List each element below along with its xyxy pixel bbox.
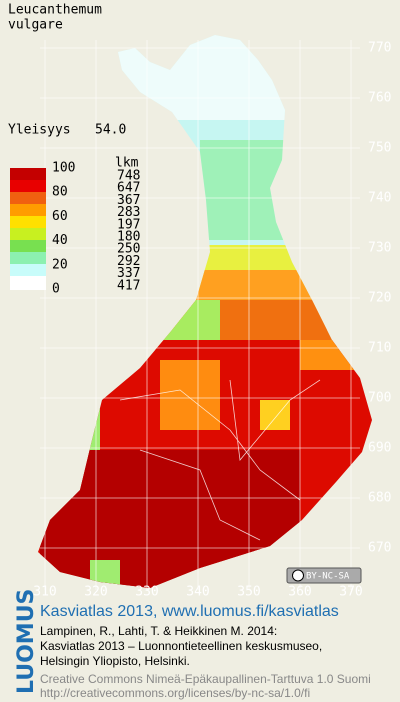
legend: 100 80 60 40 20 0 7486473672831971802502923374… — [52, 161, 140, 297]
grid — [40, 40, 360, 590]
x-axis-label: 370 — [339, 585, 362, 600]
y-axis-label: 760 — [368, 91, 391, 106]
y-axis-label: 670 — [368, 541, 391, 556]
y-axis-label: 680 — [368, 491, 391, 506]
species-name: Leucanthemum — [8, 3, 102, 18]
credits: Lampinen, R., Lahti, T. & Heikkinen M. 2… — [40, 624, 371, 700]
legend-colors — [10, 168, 46, 290]
x-axis-label: 340 — [186, 585, 209, 600]
y-axis-label: 720 — [368, 291, 391, 306]
legend-count-header: lkm — [115, 156, 139, 171]
citation-line: Helsingin Yliopisto, Helsinki. — [40, 654, 190, 668]
legend-count: 180 — [117, 230, 140, 245]
legend-count: 748 — [117, 169, 140, 184]
y-axis-label: 730 — [368, 241, 391, 256]
y-axis-label: 740 — [368, 191, 391, 206]
x-axis-label: 310 — [33, 585, 56, 600]
legend-count: 292 — [117, 254, 140, 269]
frequency-value: 54.0 — [95, 123, 126, 138]
legend-scale-label: 0 — [52, 282, 60, 297]
legend-count: 367 — [117, 193, 140, 208]
y-axis-label: 770 — [368, 41, 391, 56]
license-line: http://creativecommons.org/licenses/by-n… — [40, 686, 310, 700]
legend-count: 337 — [117, 266, 140, 281]
legend-scale-label: 20 — [52, 257, 68, 272]
link[interactable]: Kasviatlas 2013, www.luomus.fi/kasviatla… — [40, 603, 339, 620]
legend-scale-label: 100 — [52, 161, 75, 176]
license-badge: BY-NC-SA — [286, 567, 362, 584]
x-axis-label: 330 — [135, 585, 158, 600]
y-axis-label: 700 — [368, 391, 391, 406]
license-line: Creative Commons Nimeä-Epäkaupallinen-Ta… — [40, 672, 371, 686]
frequency-label: Yleisyys — [8, 123, 71, 138]
legend-count: 197 — [117, 217, 140, 232]
legend-scale-label: 40 — [52, 233, 68, 248]
species-name: vulgare — [8, 18, 63, 33]
legend-count: 647 — [117, 181, 140, 196]
legend-scale-label: 60 — [52, 209, 68, 224]
x-axis-label: 320 — [84, 585, 107, 600]
y-axis-label: 710 — [368, 341, 391, 356]
citation-line: Kasviatlas 2013 – Luonnontieteellinen ke… — [40, 639, 322, 653]
y-axis-label: 750 — [368, 141, 391, 156]
legend-count: 250 — [117, 242, 140, 257]
species-title: Leucanthemum vulgare — [8, 3, 102, 33]
x-axis-label: 350 — [237, 585, 260, 600]
legend-count: 417 — [117, 278, 140, 293]
citation-line: Lampinen, R., Lahti, T. & Heikkinen M. 2… — [40, 624, 277, 638]
legend-count: 283 — [117, 205, 140, 220]
logo: LUOMUS — [14, 589, 39, 694]
y-axis-label: 690 — [368, 441, 391, 456]
x-axis-label: 360 — [288, 585, 311, 600]
badge-text: BY-NC-SA — [306, 572, 350, 582]
legend-scale-label: 80 — [52, 185, 68, 200]
